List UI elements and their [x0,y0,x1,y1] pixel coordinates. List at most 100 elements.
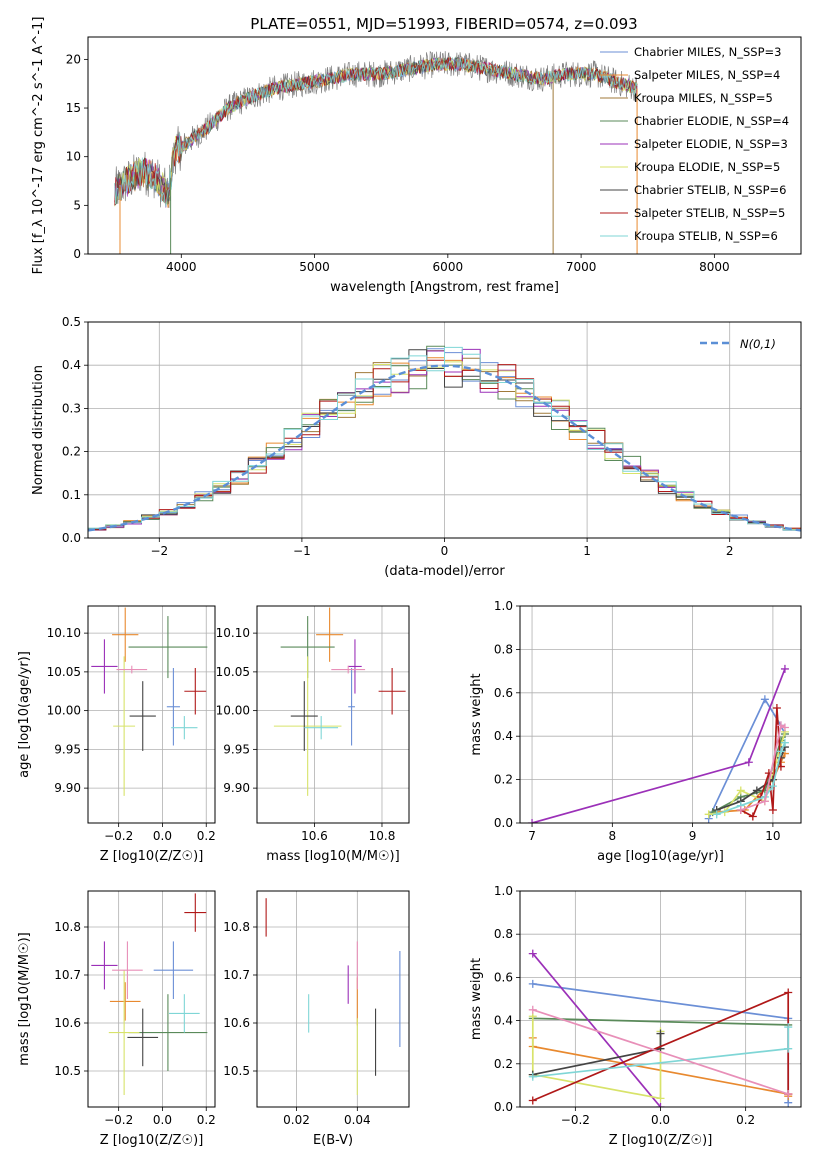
y-tick-label: 10.7 [54,968,81,982]
legend-entry: Kroupa ELODIE, N_SSP=5 [634,160,780,174]
legend-entry: Salpeter STELIB, N_SSP=5 [634,206,785,220]
y-tick-label: 10.7 [223,968,250,982]
y-axis-label: mass weight [469,673,484,755]
y-tick-label: 9.95 [54,742,81,756]
errorbar-point [331,665,366,674]
weight-marker [528,979,537,988]
y-tick-label: 0.2 [62,445,81,459]
x-tick-label: 9 [689,829,697,843]
y-tick-label: 20 [66,52,81,66]
y-tick-label: 9.90 [223,781,250,795]
y-tick-label: 0 [73,247,81,261]
y-tick-label: 9.95 [223,742,250,756]
errorbar-point [378,668,406,715]
errorbar-point [112,607,139,662]
axes-frame [519,605,802,824]
y-tick-label: 10.00 [216,704,250,718]
weight-marker [760,797,769,806]
weight-marker [776,721,785,730]
x-tick-label: 10 [765,829,780,843]
x-tick-label: 0.2 [197,829,216,843]
y-axis-label: Normed distribution [31,365,46,495]
weight-marker [748,812,757,821]
x-axis-label: Z [log10(Z/Z☉)] [100,849,204,864]
x-tick-label: 0.0 [651,1113,670,1127]
errorbar-point [290,681,318,751]
weight-marker [704,810,713,819]
axes-frame [87,890,216,1108]
errorbar-point [184,893,207,932]
weight-marker [784,1023,793,1032]
y-tick-label: 0.4 [494,729,513,743]
axes-frame [256,890,410,1108]
errorbar-point [109,982,141,1021]
x-tick-label: −0.2 [104,829,133,843]
y-tick-label: 15 [66,101,81,115]
weight-marker [736,786,745,795]
weight-marker [752,786,761,795]
errorbar-point [304,716,339,740]
x-tick-label: −2 [150,544,168,558]
axes-frame [87,36,802,255]
weight-marker [784,1044,793,1053]
x-tick-label: 0.02 [283,1113,310,1127]
weight-marker [744,758,753,767]
y-tick-label: 0.6 [494,686,513,700]
x-tick-label: 10.8 [369,829,396,843]
y-tick-label: 0.8 [494,927,513,941]
x-tick-label: −1 [293,544,311,558]
weight-series [736,703,785,821]
y-tick-label: 10.8 [223,920,250,934]
y-tick-label: 10.8 [54,920,81,934]
legend-entry: N(0,1) [740,337,776,351]
y-tick-label: 1.0 [494,884,513,898]
y-tick-label: 0.6 [494,970,513,984]
x-axis-label: (data-model)/error [384,564,505,579]
errorbar-point [116,665,148,674]
spectrum-legend: Chabrier MILES, N_SSP=3 Salpeter MILES, N… [600,45,789,243]
weight-line [532,1008,789,1095]
y-tick-label: 0.4 [494,1014,513,1028]
y-tick-label: 10.10 [216,626,250,640]
errorbar-point [171,716,198,740]
axes-frame [87,605,216,824]
y-tick-label: 5 [73,198,81,212]
y-tick-label: 0.1 [62,488,81,502]
y-axis-label: mass [log10(M/M☉)] [17,932,32,1065]
x-tick-label: 0.0 [153,1113,172,1127]
errorbar-point [169,994,200,1033]
y-axis-label: age [log10(age/yr)] [17,651,32,778]
errorbar-point [316,607,344,662]
figure-title: PLATE=0551, MJD=51993, FIBERID=0574, z=0… [250,15,637,33]
y-tick-label: 0.4 [62,358,81,372]
panel-weight-vs-Z: −0.2 0.0 0.2 0.0 0.2 0.4 0.6 0.8 1.0 Z [log10(Z/Z… [469,884,802,1148]
y-tick-label: 10.05 [47,665,81,679]
x-tick-label: 8 [609,829,617,843]
panel-spectrum: 4000 5000 6000 7000 8000 0 5 10 15 20 wavelength [… [31,17,802,295]
legend-entry: Kroupa STELIB, N_SSP=6 [634,229,778,243]
errorbar-point [108,970,140,1095]
weight-marker [784,1090,793,1099]
weight-marker [772,703,781,712]
y-tick-label: 10.6 [54,1016,81,1030]
weight-marker [784,988,793,997]
residual-histogram [88,346,801,531]
y-axis-label: mass weight [469,958,484,1040]
y-tick-label: 1.0 [494,599,513,613]
legend-entry: Salpeter MILES, N_SSP=4 [634,68,780,82]
y-tick-label: 10.00 [47,704,81,718]
weight-marker [736,805,745,814]
errorbar-point [91,941,118,990]
legend-entry: Salpeter ELODIE, N_SSP=3 [634,137,788,151]
y-tick-label: 10.5 [54,1064,81,1078]
errorbar-point [166,668,180,746]
x-tick-label: 0 [441,544,449,558]
errorbar-point [273,656,342,796]
axes-frame [87,321,802,539]
x-tick-label: 5000 [299,260,330,274]
panel-residuals: −2 −1 0 1 2 0.0 0.1 0.2 0.3 0.4 0.5 (data-model)/er… [31,315,802,579]
y-tick-label: 10.10 [47,626,81,640]
weight-marker [656,1094,665,1103]
panel-age-vs-Z: −0.2 0.0 0.2 9.90 9.95 10.00 10.05 10.10 Z [log1… [17,605,216,864]
